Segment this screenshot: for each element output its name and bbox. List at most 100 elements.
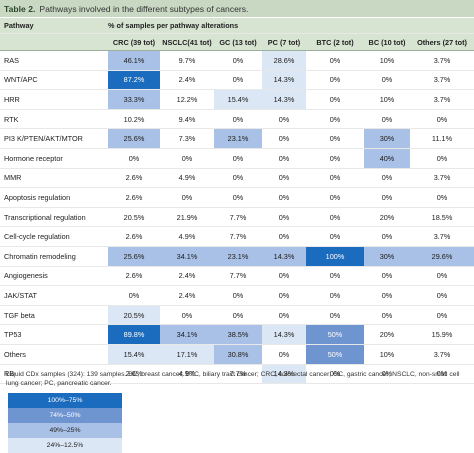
value-cell: 28.6% [262,50,306,71]
value-cell: 23.1% [214,246,262,267]
value-cell: 0% [214,148,262,169]
column-header: Others (27 tot) [410,33,474,51]
value-cell: 0% [262,226,306,247]
column-header: CRC (39 tot) [108,33,160,51]
value-cell: 33.3% [108,89,160,110]
table-row: HRR 33.3% 12.2% 15.4% 14.3% 0% 10% 3.7% [0,89,474,110]
value-cell: 11.1% [410,128,474,149]
value-cell: 0% [262,207,306,228]
value-cell: 0% [214,187,262,208]
table-row: Hormone receptor 0% 0% 0% 0% 0% 40% 0% [0,148,474,169]
value-cell: 0% [306,168,364,189]
value-cell: 2.6% [108,168,160,189]
value-cell: 0% [410,305,474,326]
table-title: Table 2. Pathways involved in the differ… [0,0,474,17]
value-cell: 21.9% [160,207,214,228]
value-cell: 0% [214,70,262,91]
table-row: Apoptosis regulation 2.6% 0% 0% 0% 0% 0% 0% [0,187,474,208]
value-cell: 0% [364,226,410,247]
value-cell: 18.5% [410,207,474,228]
value-cell: 12.2% [160,89,214,110]
value-cell: 34.1% [160,324,214,345]
value-cell: 7.7% [214,364,262,385]
value-cell: 0% [262,168,306,189]
pathway-name: Cell-cycle regulation [0,226,108,247]
value-cell: 0% [306,305,364,326]
value-cell: 0% [364,187,410,208]
value-cell: 87.2% [108,70,160,91]
group-header: % of samples per pathway alterations [108,18,474,34]
value-cell: 0% [306,148,364,169]
value-cell: 7.7% [214,266,262,287]
pathways-table: Pathway % of samples per pathway alterat… [0,18,474,385]
table-notes: Liquid CDx samples (324): 139 samples. B… [6,371,460,387]
empty-header-cell [0,33,108,51]
value-cell: 2.6% [108,226,160,247]
value-cell: 25.6% [108,246,160,267]
column-header: BC (10 tot) [364,33,410,51]
value-cell: 20% [364,207,410,228]
value-cell: 4.9% [160,226,214,247]
value-cell: 38.5% [214,324,262,345]
value-cell: 0% [262,187,306,208]
value-cell: 0% [262,109,306,130]
pathway-name: Transcriptional regulation [0,207,108,228]
pathway-name: TP53 [0,324,108,345]
column-header: BTC (2 tot) [306,33,364,51]
table-row: JAK/STAT 0% 2.4% 0% 0% 0% 0% 0% [0,285,474,306]
pathway-name: Hormone receptor [0,148,108,169]
value-cell: 0% [214,285,262,306]
value-cell: 0% [160,187,214,208]
pathway-name: JAK/STAT [0,285,108,306]
pathway-header: Pathway [0,18,108,34]
table-row: RAS 46.1% 9.7% 0% 28.6% 0% 10% 3.7% [0,50,474,71]
value-cell: 14.3% [262,324,306,345]
pathway-name: Chromatin remodeling [0,246,108,267]
value-cell: 9.4% [160,109,214,130]
value-cell: 14.3% [262,364,306,385]
value-cell: 3.7% [410,168,474,189]
value-cell: 10% [364,344,410,365]
value-cell: 15.4% [108,344,160,365]
pathway-name: TGF beta [0,305,108,326]
pathway-name: PI3 K/PTEN/AKT/MTOR [0,128,108,149]
value-cell: 0% [160,305,214,326]
header-row-1: Pathway % of samples per pathway alterat… [0,18,474,34]
pathway-name: Apoptosis regulation [0,187,108,208]
pathway-name: RAS [0,50,108,71]
value-cell: 0% [410,148,474,169]
value-cell: 0% [306,266,364,287]
value-cell: 10% [364,89,410,110]
value-cell: 2.6% [108,187,160,208]
value-cell: 17.1% [160,344,214,365]
table-row: WNT/APC 87.2% 2.4% 0% 14.3% 0% 0% 3.7% [0,70,474,91]
value-cell: 0% [306,128,364,149]
value-cell: 0% [364,364,410,385]
table-row: TGF beta 20.5% 0% 0% 0% 0% 0% 0% [0,305,474,326]
color-legend: 100%–75% 74%–50% 49%–25% 24%–12.5% [8,393,122,453]
value-cell: 0% [214,305,262,326]
value-cell: 29.6% [410,246,474,267]
value-cell: 0% [262,344,306,365]
value-cell: 0% [306,207,364,228]
table-row: Cell-cycle regulation 2.6% 4.9% 7.7% 0% 0% 0% 3… [0,226,474,247]
table-row: Chromatin remodeling 25.6% 34.1% 23.1% 14.3%… [0,246,474,267]
value-cell: 3.7% [410,344,474,365]
value-cell: 0% [306,109,364,130]
pathway-name: MMR [0,168,108,189]
legend-item: 24%–12.5% [8,438,122,453]
value-cell: 30.8% [214,344,262,365]
column-header: PC (7 tot) [262,33,306,51]
value-cell: 14.3% [262,70,306,91]
value-cell: 10% [364,50,410,71]
value-cell: 0% [262,266,306,287]
value-cell: 46.1% [108,50,160,71]
value-cell: 23.1% [214,128,262,149]
value-cell: 7.3% [160,128,214,149]
value-cell: 30% [364,246,410,267]
value-cell: 0% [410,187,474,208]
pathway-name: WNT/APC [0,70,108,91]
value-cell: 100% [306,246,364,267]
value-cell: 3.7% [410,89,474,110]
value-cell: 0% [306,70,364,91]
